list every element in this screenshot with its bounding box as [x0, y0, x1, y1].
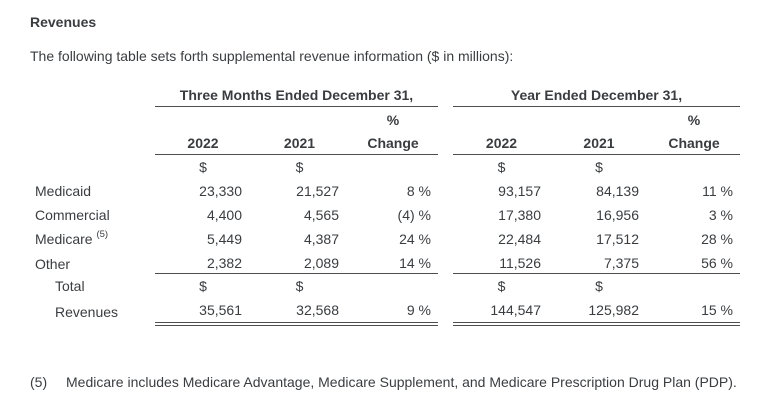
- value-yr-2022: 11,526: [453, 249, 550, 274]
- value-tm-2021: 4,565: [303, 207, 339, 223]
- intro-text: The following table sets forth supplemen…: [30, 48, 514, 64]
- value-tm-2021: 21,527: [296, 183, 339, 199]
- value-yr-change: 3 %: [708, 207, 733, 223]
- percent-symbol-yr: %: [687, 112, 701, 128]
- col-header-yr-2021: 2021: [550, 130, 648, 155]
- dollar-sign: $: [295, 278, 304, 294]
- dollar-sign: $: [595, 159, 603, 175]
- year-header-row: 2022 2021 Change 2022 2021 Change: [33, 130, 740, 155]
- value-tm-2022: 5,449: [206, 231, 242, 247]
- total-tm-2022: 35,561: [155, 296, 251, 326]
- col-header-yr-change: Change: [648, 130, 740, 155]
- group-header-three-months: Three Months Ended December 31,: [155, 81, 438, 107]
- value-yr-change: 28 %: [701, 231, 733, 247]
- total-yr-2021: 125,982: [550, 296, 648, 326]
- footnote-text: Medicare includes Medicare Advantage, Me…: [66, 374, 737, 390]
- col-header-yr-2022: 2022: [453, 130, 550, 155]
- dollar-sign: $: [199, 278, 207, 294]
- value-tm-change: (4) %: [397, 207, 431, 223]
- col-header-tm-2022: 2022: [155, 130, 251, 155]
- value-yr-2022: 93,157: [498, 183, 541, 199]
- value-tm-2022: 4,400: [206, 207, 242, 223]
- value-tm-change: 24 %: [399, 231, 431, 247]
- total-label-line2: Revenues: [55, 304, 119, 320]
- total-tm-change: 9 %: [348, 296, 438, 326]
- total-values-row: Revenues 35,561 32,568 9 % 144,547 125,9…: [33, 296, 740, 326]
- table-row-other: Other 2,382 2,089 14 % 11,526 7,375 56 %: [33, 249, 740, 274]
- value-yr-2022: 17,380: [498, 207, 541, 223]
- row-label: Other: [35, 255, 71, 272]
- value-tm-change: 14 %: [348, 249, 438, 274]
- currency-row: $ $ $ $: [33, 155, 740, 178]
- value-yr-change: 11 %: [702, 183, 733, 199]
- dollar-sign: $: [595, 278, 603, 294]
- row-label: Medicaid: [35, 183, 92, 199]
- group-header-row: Three Months Ended December 31, Year End…: [33, 81, 740, 107]
- table-row-medicaid: Medicaid 23,330 21,527 8 % 93,157 84,139…: [33, 177, 740, 201]
- footnote-reference: (5): [96, 229, 109, 241]
- footnote-marker: (5): [30, 374, 48, 390]
- value-yr-2021: 84,139: [596, 183, 639, 199]
- value-yr-2021: 16,956: [596, 207, 639, 223]
- revenue-table: Three Months Ended December 31, Year End…: [33, 81, 740, 326]
- page-title: Revenues: [30, 14, 97, 30]
- row-label: Medicare (5): [35, 229, 109, 247]
- row-label: Commercial: [35, 207, 110, 223]
- value-tm-2021: 2,089: [251, 249, 348, 274]
- value-yr-2022: 22,484: [498, 231, 541, 247]
- total-yr-change: 15 %: [648, 296, 740, 326]
- footnote: (5) Medicare includes Medicare Advantage…: [30, 371, 775, 394]
- percent-symbol-tm: %: [386, 112, 400, 128]
- value-yr-2021: 7,375: [550, 249, 648, 274]
- percent-header-row: % %: [33, 107, 740, 131]
- value-tm-change: 8 %: [406, 183, 431, 199]
- value-tm-2022: 2,382: [155, 249, 251, 274]
- col-header-tm-change: Change: [348, 130, 438, 155]
- table-row-commercial: Commercial 4,400 4,565 (4) % 17,380 16,9…: [33, 201, 740, 225]
- total-yr-2022: 144,547: [453, 296, 550, 326]
- group-header-year-ended: Year Ended December 31,: [453, 81, 740, 107]
- dollar-sign: $: [497, 159, 506, 175]
- total-label-line1: Total: [55, 278, 85, 294]
- dollar-sign: $: [295, 159, 304, 175]
- total-tm-2021: 32,568: [251, 296, 348, 326]
- value-tm-2021: 4,387: [303, 231, 339, 247]
- value-tm-2022: 23,330: [199, 183, 242, 199]
- col-header-tm-2021: 2021: [251, 130, 348, 155]
- table-row-medicare: Medicare (5) 5,449 4,387 24 % 22,484 17,…: [33, 225, 740, 249]
- total-currency-row: Total $ $ $ $: [33, 274, 740, 297]
- value-yr-2021: 17,512: [596, 231, 639, 247]
- dollar-sign: $: [497, 278, 506, 294]
- dollar-sign: $: [199, 159, 207, 175]
- value-yr-change: 56 %: [648, 249, 740, 274]
